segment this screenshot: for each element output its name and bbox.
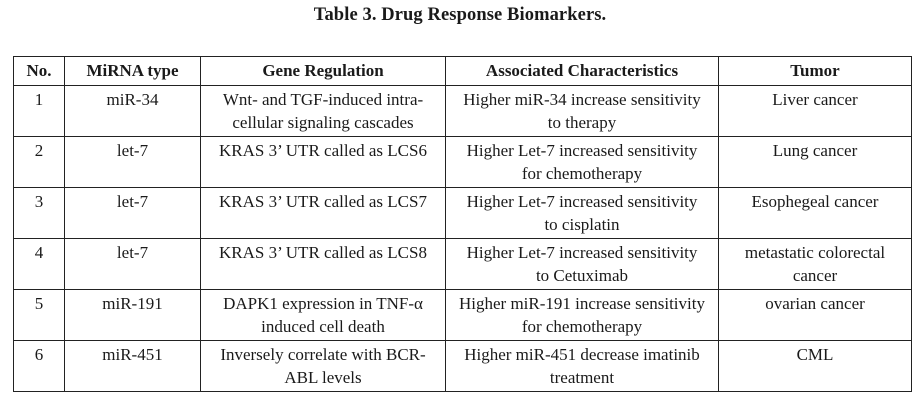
cell-no: 1 <box>13 85 65 137</box>
cell-line: Lung cancer <box>772 141 858 160</box>
cell-tumor: metastatic colorectal cancer <box>718 238 912 290</box>
cell-line: Liver cancer <box>772 90 858 109</box>
table-row: 2 let-7 KRAS 3’ UTR called as LCS6 Highe… <box>13 136 912 188</box>
cell-line: Higher miR-34 increase sensitivity <box>463 90 701 109</box>
cell-line: Higher Let-7 increased sensitivity <box>466 192 698 211</box>
cell-no: 2 <box>13 136 65 188</box>
cell-mirna-type: let-7 <box>64 238 201 290</box>
table-row: 4 let-7 KRAS 3’ UTR called as LCS8 Highe… <box>13 238 912 290</box>
cell-gene-regulation: KRAS 3’ UTR called as LCS6 <box>200 136 446 188</box>
cell-line: metastatic colorectal <box>744 243 886 262</box>
cell-gene-regulation: DAPK1 expression in TNF-α induced cell d… <box>200 289 446 341</box>
cell-line: ovarian cancer <box>765 294 865 313</box>
cell-line: Higher Let-7 increased sensitivity <box>466 141 698 160</box>
cell-tumor: Lung cancer <box>718 136 912 188</box>
cell-no: 6 <box>13 340 65 392</box>
cell-mirna-type: miR-191 <box>64 289 201 341</box>
table-row: 6 miR-451 Inversely correlate with BCR- … <box>13 340 912 392</box>
cell-gene-regulation: Wnt- and TGF-induced intra- cellular sig… <box>200 85 446 137</box>
table-row: 1 miR-34 Wnt- and TGF-induced intra- cel… <box>13 85 912 137</box>
cell-tumor: CML <box>718 340 912 392</box>
header-no: No. <box>13 56 65 86</box>
cell-mirna-type: miR-451 <box>64 340 201 392</box>
cell-line: for chemotherapy <box>521 164 643 183</box>
cell-associated-characteristics: Higher Let-7 increased sensitivity to ci… <box>445 187 719 239</box>
cell-associated-characteristics: Higher Let-7 increased sensitivity for c… <box>445 136 719 188</box>
header-tumor: Tumor <box>718 56 912 86</box>
cell-no: 3 <box>13 187 65 239</box>
cell-line: KRAS 3’ UTR called as LCS8 <box>219 243 427 262</box>
cell-gene-regulation: Inversely correlate with BCR- ABL levels <box>200 340 446 392</box>
header-associated-characteristics: Associated Characteristics <box>445 56 719 86</box>
drug-response-biomarkers-table: No. MiRNA type Gene Regulation Associate… <box>13 56 912 392</box>
cell-line: treatment <box>549 368 615 387</box>
cell-associated-characteristics: Higher miR-34 increase sensitivity to th… <box>445 85 719 137</box>
cell-line: cellular signaling cascades <box>232 113 414 132</box>
header-gene-regulation: Gene Regulation <box>200 56 446 86</box>
cell-associated-characteristics: Higher Let-7 increased sensitivity to Ce… <box>445 238 719 290</box>
cell-associated-characteristics: Higher miR-451 decrease imatinib treatme… <box>445 340 719 392</box>
cell-no: 5 <box>13 289 65 341</box>
cell-tumor: ovarian cancer <box>718 289 912 341</box>
table-row: 3 let-7 KRAS 3’ UTR called as LCS7 Highe… <box>13 187 912 239</box>
cell-line: Esophegeal cancer <box>751 192 879 211</box>
cell-line: Higher miR-191 increase sensitivity <box>459 294 705 313</box>
cell-mirna-type: miR-34 <box>64 85 201 137</box>
cell-line: to cisplatin <box>544 215 620 234</box>
table-caption: Table 3. Drug Response Biomarkers. <box>313 5 607 25</box>
cell-line: cancer <box>792 266 838 285</box>
table-row: 5 miR-191 DAPK1 expression in TNF-α indu… <box>13 289 912 341</box>
cell-line: Higher Let-7 increased sensitivity <box>466 243 698 262</box>
cell-tumor: Esophegeal cancer <box>718 187 912 239</box>
cell-gene-regulation: KRAS 3’ UTR called as LCS7 <box>200 187 446 239</box>
cell-line: Wnt- and TGF-induced intra- <box>222 90 424 109</box>
cell-line: ABL levels <box>284 368 362 387</box>
cell-associated-characteristics: Higher miR-191 increase sensitivity for … <box>445 289 719 341</box>
cell-line: induced cell death <box>261 317 385 336</box>
cell-line: Inversely correlate with BCR- <box>220 345 426 364</box>
cell-line: Higher miR-451 decrease imatinib <box>464 345 700 364</box>
table-header-row: No. MiRNA type Gene Regulation Associate… <box>13 56 912 86</box>
cell-mirna-type: let-7 <box>64 136 201 188</box>
cell-line: KRAS 3’ UTR called as LCS7 <box>219 192 427 211</box>
cell-mirna-type: let-7 <box>64 187 201 239</box>
cell-line: to therapy <box>547 113 617 132</box>
cell-line: CML <box>796 345 834 364</box>
header-mirna-type: MiRNA type <box>64 56 201 86</box>
cell-line: DAPK1 expression in TNF-α <box>223 294 423 313</box>
cell-line: to Cetuximab <box>535 266 629 285</box>
cell-gene-regulation: KRAS 3’ UTR called as LCS8 <box>200 238 446 290</box>
cell-line: for chemotherapy <box>521 317 643 336</box>
cell-tumor: Liver cancer <box>718 85 912 137</box>
cell-no: 4 <box>13 238 65 290</box>
cell-line: KRAS 3’ UTR called as LCS6 <box>219 141 427 160</box>
